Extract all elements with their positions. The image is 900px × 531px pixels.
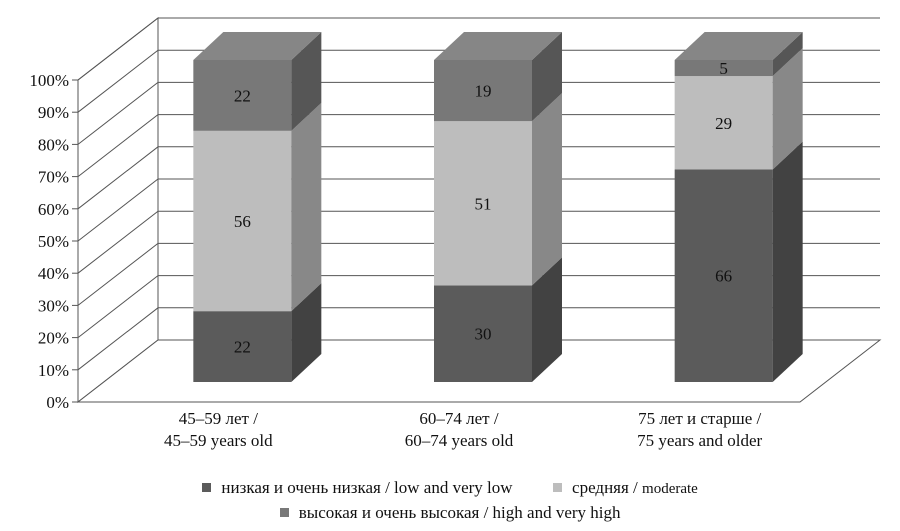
y-axis-ticks: 0% 10% 20% 30% 40% 50% 60% 70% 80% 90% 100% — [29, 71, 79, 412]
x-tick-label: 75 years and older — [637, 431, 762, 450]
bar-segment-front — [193, 60, 292, 131]
data-label: 5 — [719, 59, 728, 78]
y-tick-label: 10% — [38, 361, 69, 380]
bar-segment-side — [772, 48, 803, 170]
legend-label-moderate-en: moderate — [642, 481, 698, 497]
y-tick-label: 90% — [38, 103, 69, 122]
legend-swatch-low — [202, 483, 212, 492]
legend-swatch-moderate — [552, 483, 562, 492]
bar-segment-front — [434, 121, 532, 286]
bars: 22 56 22 30 51 19 66 29 5 — [193, 32, 803, 382]
legend-item-low: низкая и очень низкая / low and very low — [202, 478, 513, 498]
bar-segment-front — [674, 169, 773, 382]
y-tick-label: 20% — [38, 329, 69, 348]
legend-label-low: низкая и очень низкая / low and very low — [221, 478, 513, 497]
bar-top-face — [674, 32, 803, 60]
gridline — [77, 242, 880, 306]
bar-segment-front — [193, 311, 292, 382]
gridline — [77, 178, 880, 242]
bar-segment-side — [532, 93, 562, 286]
gridline — [77, 307, 880, 371]
bar-segment-side — [772, 32, 803, 77]
gridlines — [77, 17, 880, 371]
bar-segment-side — [291, 283, 322, 382]
data-label: 66 — [715, 267, 732, 286]
y-tick-label: 50% — [38, 232, 69, 251]
y-tick-label: 70% — [38, 168, 69, 187]
bar-segment-front — [434, 60, 532, 122]
data-label: 22 — [234, 86, 251, 105]
gridline — [77, 210, 880, 274]
y-tick-label: 60% — [38, 200, 69, 219]
bar-top-face — [193, 32, 322, 60]
x-tick-label: 60–74 years old — [405, 431, 514, 450]
bar-segment-side — [532, 32, 562, 122]
legend-label-moderate: средняя / — [572, 478, 638, 497]
y-tick-label: 30% — [38, 296, 69, 315]
bar-segment-front — [674, 60, 773, 77]
gridline — [77, 114, 880, 177]
y-tick-label: 40% — [38, 264, 69, 283]
x-tick-label: 75 лет и старше / — [638, 409, 761, 428]
bar-top-face — [434, 32, 562, 60]
legend-row-2: высокая и очень высокая / high and very … — [0, 503, 900, 523]
bar-segment-side — [532, 257, 562, 382]
gridline — [77, 81, 880, 145]
bar-segment-front — [434, 285, 532, 382]
x-tick-label: 60–74 лет / — [419, 409, 498, 428]
x-axis-labels: 45–59 лет / 45–59 years old 60–74 лет / 60–… — [164, 409, 763, 450]
data-label: 22 — [234, 338, 251, 357]
y-tick-label: 80% — [38, 135, 69, 154]
y-tick-label: 0% — [46, 393, 69, 412]
legend-row-1: низкая и очень низкая / low and very low… — [0, 478, 900, 498]
x-tick-label: 45–59 years old — [164, 431, 273, 450]
gridline — [77, 17, 880, 81]
bar-segment-side — [772, 141, 803, 382]
legend-item-moderate: средняя / moderate — [552, 478, 698, 498]
gridline — [77, 146, 880, 210]
bar-segment-front — [674, 76, 773, 170]
bar-segment-side — [291, 32, 322, 131]
gridline — [77, 275, 880, 338]
bar-segment-side — [291, 102, 322, 312]
data-label: 51 — [475, 194, 492, 213]
x-tick-label: 45–59 лет / — [179, 409, 258, 428]
gridline — [77, 49, 880, 113]
y-tick-label: 100% — [29, 71, 69, 90]
data-label: 29 — [715, 114, 732, 133]
bar-segment-front — [193, 130, 292, 312]
data-label: 56 — [234, 212, 251, 231]
legend-item-high: высокая и очень высокая / high and very … — [279, 503, 621, 523]
legend-label-high: высокая и очень высокая / high and very … — [298, 503, 621, 522]
legend-swatch-high — [279, 508, 289, 517]
data-label: 30 — [475, 325, 492, 344]
data-label: 19 — [475, 82, 492, 101]
